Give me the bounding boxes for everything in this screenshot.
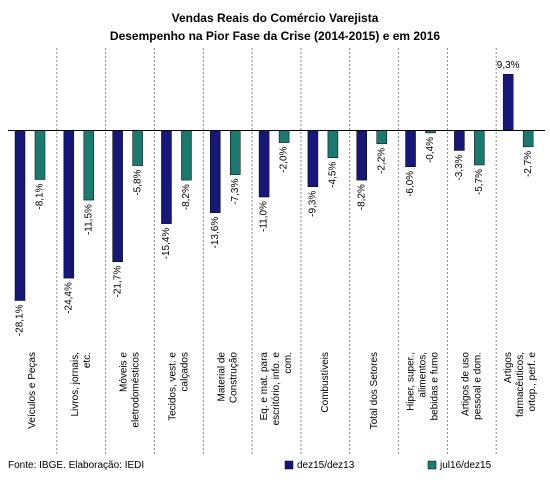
x-tick-label: eletrodomésticos [131,352,142,428]
legend-label: jul16/dez15 [439,460,492,471]
value-label: -2,2% [376,148,387,174]
bar [230,130,241,175]
x-tick-label: Livros, jornais, [70,352,81,416]
x-tick-label: com. [283,352,294,374]
x-tick-label: Artigos [503,352,514,383]
bar [327,130,339,158]
x-tick-label: Móveis e [119,352,130,392]
value-label: -15,4% [161,228,172,260]
chart-title: Vendas Reais do Comércio Varejista [172,11,379,25]
bar [83,130,95,201]
chart-subtitle: Desempenho na Pior Fase da Crise (2014-2… [110,29,440,43]
x-tick-label: Veículos e Peças [27,352,38,429]
bar [63,130,75,279]
source-note: Fonte: IBGE. Elaboração: IEDI [8,460,144,471]
x-tick-label: pessoal e dom. [472,352,483,420]
legend-label: dez15/dez13 [297,460,355,471]
x-tick-label: Total dos Setores [369,352,380,429]
x-tick-label: escritório, info. e [271,352,282,426]
value-label: -2,0% [279,146,290,172]
value-label: -6,0% [405,171,416,197]
bar [181,130,192,181]
x-tick-label: ortop., perf. e [527,352,538,412]
bar [34,130,46,180]
value-label: -11,5% [83,204,94,235]
bar [132,130,143,166]
value-label: -28,1% [15,304,26,336]
x-tick-label: Material de [216,352,227,402]
x-tick-label: bebidas e fumo [430,352,441,421]
bar [405,130,416,168]
bar [376,130,387,145]
value-label: -21,7% [112,266,123,298]
legend-swatch [284,460,294,470]
value-label: -11,0% [259,201,270,232]
value-label: -7,3% [230,179,241,205]
bar [258,130,270,198]
value-label: -5,8% [132,169,143,195]
value-label: -24,4% [63,282,74,314]
x-tick-label: Tecidos, vest. e [168,352,179,421]
value-label: 9,3% [497,60,520,71]
x-tick-label: alimentos, [418,352,429,398]
bar [14,130,26,301]
x-tick-label: Artigos de uso [460,352,471,416]
bar [522,130,534,148]
value-label: -0,4% [425,137,436,163]
value-label: -2,7% [523,151,534,177]
value-label: -4,5% [328,162,339,188]
value-label: -8,2% [181,184,192,210]
x-tick-label: etc. [82,352,93,368]
value-label: -5,7% [474,169,485,195]
bar [454,130,465,151]
x-tick-label: Construção [228,352,239,404]
value-label: -8,1% [35,183,46,209]
x-tick-label: Combustíveis [320,352,331,413]
bar [210,130,221,214]
x-tick-label: farmacêuticos, [515,352,526,417]
legend-swatch [427,460,437,470]
bar [474,130,485,166]
bar [307,130,319,188]
bar [161,130,172,224]
x-tick-label: calçados [180,352,191,391]
bar [356,130,367,181]
x-tick-label: Hiper, super., [406,352,417,411]
value-label: -9,3% [308,191,319,217]
value-label: -3,3% [454,154,465,180]
bar [278,130,290,143]
bar [112,130,123,263]
value-label: -8,2% [356,184,367,210]
value-label: -13,6% [210,217,221,249]
x-tick-label: Eq. e mat. para [259,352,270,421]
bar [502,73,514,131]
